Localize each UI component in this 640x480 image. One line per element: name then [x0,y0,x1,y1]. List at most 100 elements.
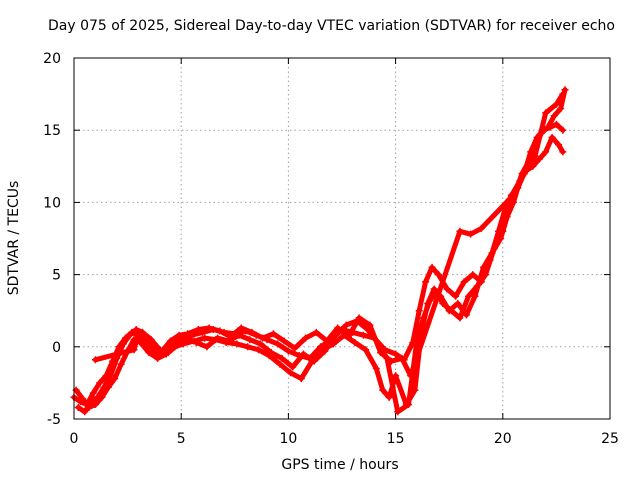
data-point-marker [117,360,125,368]
data-point-marker [362,346,370,354]
data-point-marker [344,333,352,341]
data-point-marker [119,340,127,348]
data-point-marker [134,330,142,338]
data-point-marker [439,299,447,307]
series-trace [92,91,566,379]
data-point-marker [552,100,560,108]
data-point-marker [548,133,556,141]
data-point-marker [392,350,400,358]
data-point-marker [464,292,472,300]
data-point-marker [469,271,477,279]
data-point-marker [254,346,262,354]
y-tick-label: -5 [47,412,61,428]
data-point-marker [284,347,292,355]
data-point-marker [201,334,209,342]
data-point-marker [342,321,350,329]
data-point-marker [334,324,342,332]
series-track-a [70,120,567,409]
data-point-marker [173,341,181,349]
y-tick-label: 10 [43,195,61,211]
data-point-marker [456,314,464,322]
data-point-marker [214,334,222,342]
data-point-marker [246,336,254,344]
data-point-marker [274,340,282,348]
grid-lines [74,58,610,419]
data-point-marker [149,343,157,351]
data-point-marker [377,349,385,357]
data-point-marker [550,112,558,120]
x-axis-label: GPS time / hours [281,457,399,473]
data-point-marker [542,148,550,156]
data-point-marker [359,331,367,339]
data-point-marker [477,224,485,232]
data-point-marker [473,282,481,290]
data-point-marker [203,343,211,351]
data-point-marker [158,347,166,355]
y-tick-label: 5 [52,268,61,284]
data-point-marker [291,344,299,352]
data-point-marker [276,360,284,368]
data-point-marker [413,336,421,344]
data-point-marker [544,123,552,131]
data-point-marker [227,333,235,341]
data-point-marker [192,338,200,346]
data-point-marker [269,330,277,338]
data-point-marker [355,314,363,322]
data-point-marker [248,328,256,336]
data-point-marker [91,401,99,409]
data-point-marker [559,90,567,98]
data-point-marker [559,148,567,156]
series-trace [75,87,568,415]
data-point-marker [224,337,232,345]
data-point-marker [372,364,380,372]
data-point-marker [434,271,442,279]
data-point-marker [379,386,387,394]
data-point-marker [74,403,82,411]
x-tick-label: 0 [70,431,79,447]
x-tick-label: 15 [387,431,405,447]
data-point-marker [312,328,320,336]
data-point-marker [559,126,567,134]
data-point-marker [106,372,114,380]
data-point-marker [428,263,436,271]
data-point-marker [184,330,192,338]
data-point-marker [447,307,455,315]
series-track-d [91,90,567,380]
data-point-marker [535,155,543,163]
data-point-marker [154,354,162,362]
data-point-marker [81,408,89,416]
x-tick-label: 25 [601,431,619,447]
data-point-marker [130,346,138,354]
data-point-marker [175,331,183,339]
data-point-marker [259,334,267,342]
data-point-marker [79,395,87,403]
data-point-marker [398,354,406,362]
data-point-marker [542,109,550,117]
data-point-marker [415,307,423,315]
data-point-marker [166,337,174,345]
data-point-marker [387,357,395,365]
data-point-marker [164,349,172,357]
data-point-marker [531,152,539,160]
data-point-marker [216,327,224,335]
series-trace [73,134,566,410]
data-point-marker [454,299,462,307]
y-tick-label: 15 [43,123,61,139]
data-point-marker [460,278,468,286]
data-point-marker [490,245,498,253]
data-point-marker [321,347,329,355]
data-point-marker [145,349,153,357]
data-point-marker [233,340,241,348]
data-point-marker [289,363,297,371]
chart-title: Day 075 of 2025, Sidereal Day-to-day VTE… [48,18,615,34]
data-point-marker [302,334,310,342]
data-point-marker [366,321,374,329]
plot-frame [73,57,611,420]
x-tick-label: 20 [494,431,512,447]
data-point-marker [394,408,402,416]
data-point-marker [126,331,134,339]
data-point-marker [426,297,434,305]
data-point-marker [520,170,528,178]
data-point-marker [505,206,513,214]
y-tick-label: 0 [52,340,61,356]
